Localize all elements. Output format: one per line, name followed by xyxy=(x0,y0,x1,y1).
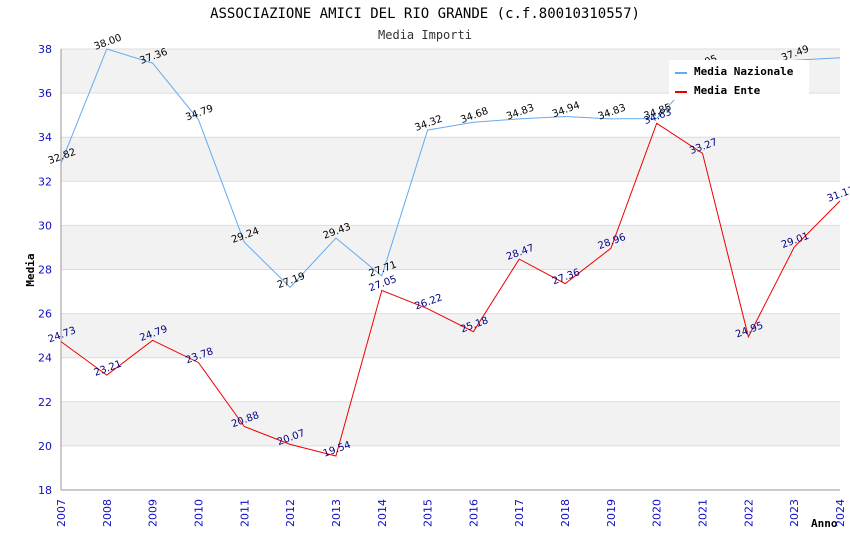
x-tick-label: 2022 xyxy=(742,499,755,527)
legend-label-media-ente: Media Ente xyxy=(694,84,761,97)
y-tick-label: 32 xyxy=(38,175,52,188)
x-tick-label: 2009 xyxy=(147,499,160,527)
data-label: 27.36 xyxy=(551,267,582,287)
chart-subtitle: Media Importi xyxy=(378,28,472,42)
x-tick-label: 2014 xyxy=(376,499,389,527)
y-tick-label: 22 xyxy=(38,396,52,409)
legend-box xyxy=(669,60,809,100)
y-tick-label: 18 xyxy=(38,484,52,497)
data-label: 34.83 xyxy=(597,102,628,122)
y-tick-label: 34 xyxy=(38,131,52,144)
x-tick-label: 2020 xyxy=(651,499,664,527)
y-tick-labels: 18 20 22 24 26 28 30 32 34 36 38 xyxy=(38,43,52,497)
x-tick-label: 2024 xyxy=(834,499,847,527)
x-tick-label: 2010 xyxy=(192,499,205,527)
x-tick-label: 2023 xyxy=(788,499,801,527)
x-tick-label: 2018 xyxy=(559,499,572,527)
series-line-media-ente xyxy=(60,122,841,457)
y-tick-label: 24 xyxy=(38,352,52,365)
y-tick-label: 20 xyxy=(38,440,52,453)
x-tick-label: 2016 xyxy=(467,499,480,527)
band xyxy=(61,225,840,270)
legend-label-media-nazionale: Media Nazionale xyxy=(694,65,794,78)
data-label: 34.68 xyxy=(459,106,490,126)
data-label: 34.83 xyxy=(505,102,536,122)
plot-background-bands xyxy=(61,49,840,446)
y-tick-label: 30 xyxy=(38,219,52,232)
x-tick-label: 2012 xyxy=(284,499,297,527)
x-tick-label: 2008 xyxy=(101,499,114,527)
band xyxy=(61,137,840,182)
x-tick-label: 2007 xyxy=(55,499,68,527)
x-axis-label: Anno xyxy=(811,517,838,530)
x-tick-label: 2017 xyxy=(513,499,526,527)
chart-title: ASSOCIAZIONE AMICI DEL RIO GRANDE (c.f.8… xyxy=(210,6,640,22)
data-label: 23.21 xyxy=(93,359,124,379)
y-tick-label: 26 xyxy=(38,308,52,321)
data-label: 31.11 xyxy=(826,185,850,205)
band xyxy=(61,401,840,446)
y-tick-label: 28 xyxy=(38,264,52,277)
y-tick-label: 36 xyxy=(38,87,52,100)
data-label: 34.79 xyxy=(184,103,215,123)
legend: Media Nazionale Media Ente xyxy=(669,60,809,100)
x-tick-label: 2019 xyxy=(605,499,618,527)
x-tick-label: 2011 xyxy=(238,499,251,527)
band xyxy=(61,313,840,358)
data-label: 27.19 xyxy=(276,271,307,291)
x-tick-label: 2013 xyxy=(330,499,343,527)
x-tick-labels: 2007 2008 2009 2010 2011 2012 2013 2014 2015 2016… xyxy=(55,499,847,527)
y-tick-label: 38 xyxy=(38,43,52,56)
data-label: 34.32 xyxy=(413,114,444,134)
gridlines xyxy=(61,48,840,491)
x-tick-label: 2021 xyxy=(697,499,710,527)
y-axis-label: Media xyxy=(24,253,37,286)
x-tick-label: 2015 xyxy=(422,499,435,527)
